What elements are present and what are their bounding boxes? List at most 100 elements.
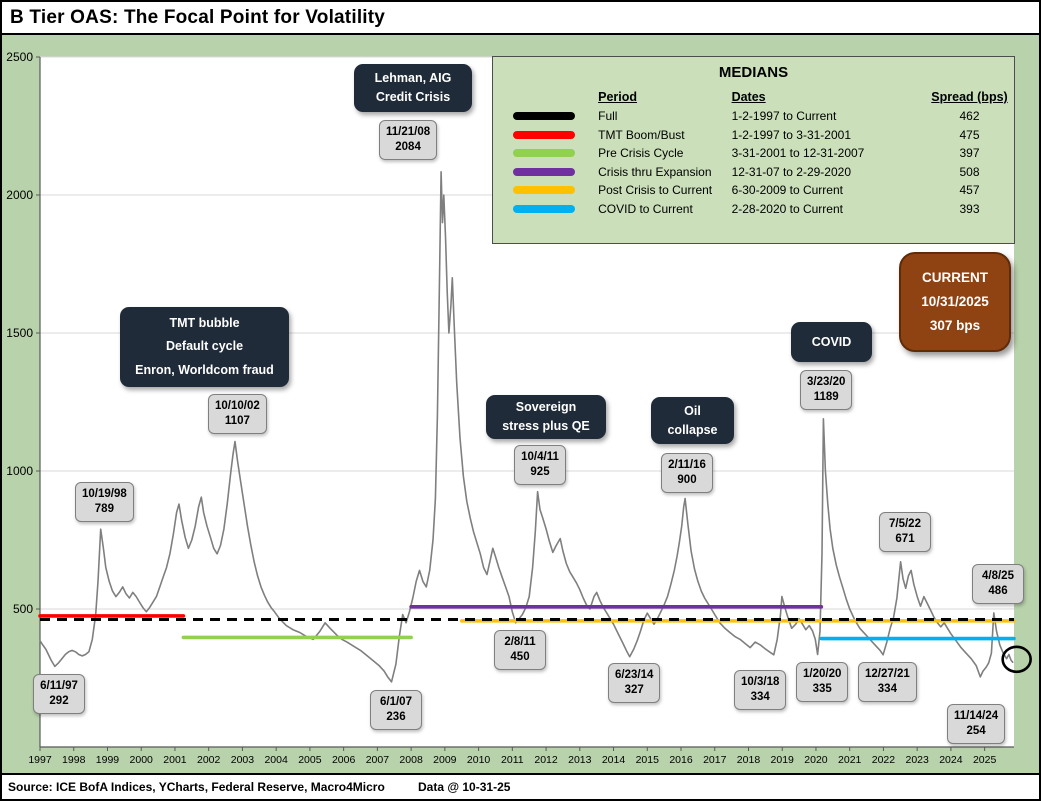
point-callout-2011-low: 2/8/11 450	[494, 630, 546, 670]
callout-date: 10/10/02	[215, 400, 260, 412]
source-note: Source: ICE BofA Indices, YCharts, Feder…	[8, 780, 385, 794]
callout-line: Enron, Worldcom fraud	[135, 362, 274, 377]
median-period: Crisis thru Expansion	[598, 164, 712, 179]
medians-rows: Full 1-2-1997 to Current 462 TMT Boom/Bust 1…	[493, 107, 1014, 218]
y-tick-label-1500: 1500	[6, 326, 33, 340]
x-tick-label-2006: 2006	[332, 754, 356, 766]
median-period: Post Crisis to Current	[598, 183, 713, 198]
current-label: CURRENT	[922, 269, 988, 285]
x-tick-label-2023: 2023	[905, 754, 929, 766]
callout-line: Lehman, AIG	[374, 71, 452, 86]
x-tick-label-2022: 2022	[872, 754, 896, 766]
median-row-tmt-boom-bust: TMT Boom/Bust 1-2-1997 to 3-31-2001 475	[493, 126, 1014, 145]
x-tick-label-1998: 1998	[62, 754, 86, 766]
current-date: 10/31/2025	[921, 293, 989, 309]
median-period: TMT Boom/Bust	[598, 127, 685, 142]
point-callout-2014-low: 6/23/14 327	[608, 663, 661, 703]
median-row-covid-to-current: COVID to Current 2-28-2020 to Current 393	[493, 200, 1014, 219]
data-date-note: Data @ 10-31-25	[418, 780, 511, 794]
callout-date: 1/20/20	[803, 668, 842, 680]
x-tick-label-2025: 2025	[973, 754, 997, 766]
median-row-post-crisis-to-current: Post Crisis to Current 6-30-2009 to Curre…	[493, 181, 1014, 200]
x-tick-label-2008: 2008	[399, 754, 423, 766]
callout-value: 1107	[224, 415, 250, 427]
median-dates: 6-30-2009 to Current	[731, 183, 843, 198]
footer-bar: Source: ICE BofA Indices, YCharts, Feder…	[2, 773, 1039, 799]
callout-line: stress plus QE	[502, 419, 590, 433]
callout-value: 327	[624, 684, 644, 696]
callout-lehman-aig-credit-crisis: Lehman, AIG Credit Crisis	[354, 64, 472, 112]
callout-line: Sovereign	[515, 400, 577, 415]
callout-value: 334	[750, 691, 770, 703]
median-spread: 462	[959, 109, 980, 124]
median-color-swatch	[513, 186, 575, 195]
x-tick-label-2020: 2020	[804, 754, 828, 766]
x-tick-label-1997: 1997	[28, 754, 52, 766]
point-callout-2025-peak: 4/8/25 486	[972, 564, 1024, 604]
median-dates: 12-31-07 to 2-29-2020	[731, 164, 851, 179]
median-row-full: Full 1-2-1997 to Current 462	[493, 107, 1014, 126]
x-tick-label-2003: 2003	[231, 754, 255, 766]
callout-line: collapse	[667, 422, 718, 437]
callout-value: 789	[94, 503, 114, 515]
callout-date: 6/11/97	[40, 680, 78, 692]
callout-value: 450	[510, 651, 530, 663]
point-callout-2011-peak: 10/4/11 925	[514, 445, 566, 485]
callout-date: 4/8/25	[982, 570, 1014, 582]
point-callout-1997-low: 6/11/97 292	[33, 674, 85, 714]
y-tick-label-2500: 2500	[6, 50, 33, 64]
point-callout-2002-peak: 10/10/02 1107	[208, 394, 267, 434]
callout-date: 10/19/98	[82, 488, 127, 500]
current-value-box: CURRENT 10/31/2025 307 bps	[899, 252, 1011, 352]
title-bar: B Tier OAS: The Focal Point for Volatili…	[2, 2, 1039, 35]
median-dates: 3-31-2001 to 12-31-2007	[731, 146, 865, 161]
x-tick-label-2024: 2024	[939, 754, 963, 766]
x-tick-label-2005: 2005	[298, 754, 322, 766]
callout-value: 900	[677, 474, 697, 486]
median-color-swatch	[513, 204, 575, 213]
y-tick-label-2000: 2000	[6, 188, 33, 202]
callout-value: 671	[895, 533, 915, 545]
x-tick-label-2001: 2001	[163, 754, 187, 766]
median-dates: 1-2-1997 to 3-31-2001	[731, 127, 851, 142]
x-tick-label-2021: 2021	[838, 754, 862, 766]
medians-header-period: Period	[598, 90, 638, 104]
y-tick-label-1000: 1000	[6, 464, 33, 478]
callout-value: 335	[812, 683, 832, 695]
x-tick-label-2012: 2012	[534, 754, 558, 766]
callout-line: Oil	[684, 403, 701, 418]
callout-date: 10/4/11	[521, 451, 559, 463]
medians-legend: MEDIANS Period Dates Spread (bps) Full 1-…	[492, 56, 1015, 244]
median-dates: 1-2-1997 to Current	[731, 109, 837, 124]
callout-value: 292	[49, 695, 69, 707]
x-tick-label-2014: 2014	[602, 754, 626, 766]
median-period: COVID to Current	[598, 201, 693, 216]
callout-oil-collapse: Oil collapse	[651, 397, 734, 444]
median-color-swatch	[513, 112, 575, 121]
callout-value: 925	[530, 466, 550, 478]
median-swatch-cell	[513, 186, 598, 195]
x-tick-label-2011: 2011	[501, 754, 524, 766]
current-spread: 307 bps	[929, 318, 981, 334]
x-tick-label-2004: 2004	[264, 754, 288, 766]
median-row-crisis-thru-expansion: Crisis thru Expansion 12-31-07 to 2-29-20…	[493, 163, 1014, 182]
callout-line: Credit Crisis	[375, 90, 451, 104]
median-swatch-cell	[513, 149, 598, 158]
callout-date: 12/27/21	[865, 668, 910, 680]
callout-date: 6/23/14	[615, 669, 654, 681]
callout-line: TMT bubble	[169, 316, 240, 331]
point-callout-2020-peak: 3/23/20 1189	[800, 370, 853, 410]
callout-line: COVID	[811, 334, 852, 349]
point-callout-2024-low: 11/14/24 254	[947, 704, 1006, 744]
x-tick-label-2019: 2019	[771, 754, 795, 766]
page-title: B Tier OAS: The Focal Point for Volatili…	[10, 6, 386, 28]
point-callout-2007-low: 6/1/07 236	[370, 690, 422, 730]
median-swatch-cell	[513, 167, 598, 176]
callout-value: 486	[988, 585, 1008, 597]
median-spread: 393	[959, 201, 980, 216]
series-line	[39, 171, 1014, 683]
x-tick-label-2007: 2007	[366, 754, 390, 766]
callout-date: 2/11/16	[668, 459, 706, 471]
callout-sovereign-stress-qe: Sovereign stress plus QE	[486, 395, 606, 439]
